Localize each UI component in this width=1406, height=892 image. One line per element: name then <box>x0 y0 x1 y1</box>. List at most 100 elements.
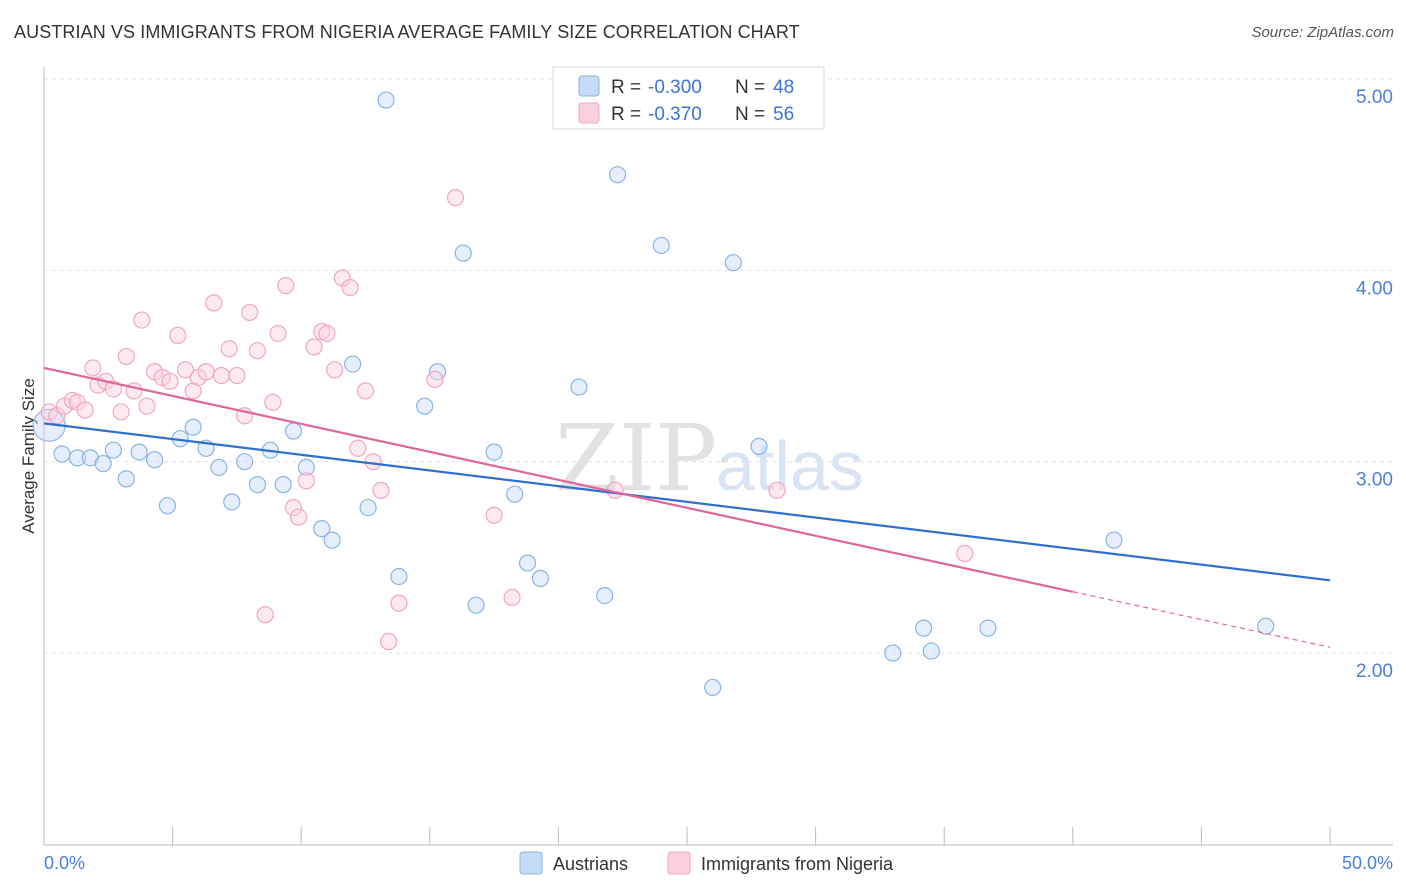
nigeria-point <box>356 382 375 400</box>
austrians-point <box>704 678 722 697</box>
nigeria-point <box>169 326 187 344</box>
nigeria-point <box>256 606 274 624</box>
trend-lines <box>43 366 1331 648</box>
austrians-point <box>454 244 472 262</box>
nigeria-point <box>264 393 282 411</box>
legend-n-label-nigeria: N = <box>735 104 765 125</box>
nigeria-point <box>84 359 102 377</box>
nigeria-point <box>153 368 171 387</box>
austrians-point <box>313 520 331 538</box>
nigeria-point <box>290 508 308 526</box>
y-tick-label: 5.00 <box>1356 87 1393 108</box>
bottom-legend-swatch-austrians <box>519 851 543 875</box>
austrians-point <box>485 443 503 461</box>
legend-r-label-nigeria: R = <box>611 104 641 125</box>
austrians-point <box>104 441 123 459</box>
axes <box>43 67 1393 846</box>
nigeria-point <box>212 366 231 385</box>
watermark-atlas: atlas <box>716 427 864 505</box>
chart-title: AUSTRIAN VS IMMIGRANTS FROM NIGERIA AVER… <box>14 22 800 42</box>
austrians-point <box>608 166 627 184</box>
austrians-point <box>130 443 148 461</box>
austrians-point <box>323 531 341 549</box>
austrians-point <box>596 586 614 605</box>
austrians-point <box>68 449 87 467</box>
nigeria-trend-line-extension <box>1072 591 1331 648</box>
austrians-point <box>53 445 71 463</box>
austrians-point <box>236 453 254 471</box>
austrians-point <box>652 236 670 255</box>
legend-n-value-nigeria: 56 <box>773 104 794 125</box>
series-legend: Austrians Immigrants from Nigeria <box>519 851 894 875</box>
x-tick-label-max: 50.0% <box>1342 853 1393 873</box>
nigeria-point <box>390 594 408 612</box>
nigeria-point <box>380 632 398 651</box>
nigeria-points <box>40 189 974 651</box>
x-tick-label-min: 0.0% <box>44 853 85 873</box>
legend-swatch-nigeria <box>578 102 600 124</box>
nigeria-point <box>372 481 390 499</box>
bottom-legend-swatch-nigeria <box>667 851 691 875</box>
austrians-points <box>32 91 1275 697</box>
y-axis-label: Average Family Size <box>19 378 38 534</box>
austrians-point <box>248 476 267 494</box>
austrians-point <box>344 355 362 373</box>
austrians-point <box>377 91 395 109</box>
austrians-point <box>531 569 549 587</box>
austrians-point <box>145 451 164 469</box>
austrians-point <box>1105 531 1123 549</box>
austrians-point <box>117 470 135 488</box>
austrians-point <box>158 497 177 515</box>
nigeria-point <box>956 544 974 563</box>
austrians-point <box>570 378 588 396</box>
bottom-legend-label-nigeria: Immigrants from Nigeria <box>701 854 894 874</box>
austrians-point <box>359 498 377 517</box>
y-tick-label: 2.00 <box>1356 661 1393 682</box>
austrians-point <box>915 619 933 637</box>
nigeria-point <box>176 361 195 379</box>
austrians-point <box>506 485 524 503</box>
nigeria-point <box>341 278 359 297</box>
legend-r-value-austrians: -0.300 <box>648 77 702 98</box>
nigeria-point <box>768 481 786 499</box>
nigeria-point <box>284 498 303 517</box>
bottom-legend-label-austrians: Austrians <box>553 854 628 874</box>
austrians-point <box>210 458 228 477</box>
austrians-point <box>1257 617 1275 635</box>
austrians-point <box>467 596 485 614</box>
legend-r-value-nigeria: -0.370 <box>648 104 702 125</box>
austrians-point <box>750 437 768 455</box>
austrians-point <box>979 619 997 637</box>
legend-swatch-austrians <box>578 75 600 97</box>
austrians-point <box>416 397 434 415</box>
austrians-point <box>297 458 315 477</box>
nigeria-point <box>138 397 156 415</box>
austrians-point <box>274 476 292 494</box>
austrians-point <box>518 554 537 572</box>
nigeria-point <box>364 453 382 471</box>
correlation-legend: R = -0.300 N = 48 R = -0.370 N = 56 <box>552 66 825 130</box>
nigeria-point <box>349 439 367 457</box>
nigeria-point <box>277 277 295 295</box>
nigeria-point <box>326 361 344 379</box>
y-tick-labels: 2.00 3.00 4.00 5.00 <box>1356 87 1393 682</box>
austrians-trend-line <box>43 422 1331 582</box>
nigeria-point <box>248 342 267 360</box>
gridlines <box>44 78 1393 654</box>
austrians-point <box>884 644 902 662</box>
nigeria-point <box>269 324 287 343</box>
nigeria-trend-line <box>43 366 1074 593</box>
nigeria-point <box>241 303 259 322</box>
nigeria-point <box>297 472 315 490</box>
nigeria-point <box>446 189 465 207</box>
nigeria-point <box>503 588 521 607</box>
austrians-point <box>724 254 742 272</box>
watermark-zip: ZIP <box>555 405 717 512</box>
nigeria-point <box>40 403 58 421</box>
austrians-point <box>223 493 241 511</box>
source-label: Source: ZipAtlas.com <box>1251 24 1394 41</box>
austrians-point <box>922 642 940 660</box>
austrians-point <box>94 454 112 473</box>
nigeria-point <box>112 403 130 421</box>
watermark: ZIP atlas <box>555 405 864 512</box>
